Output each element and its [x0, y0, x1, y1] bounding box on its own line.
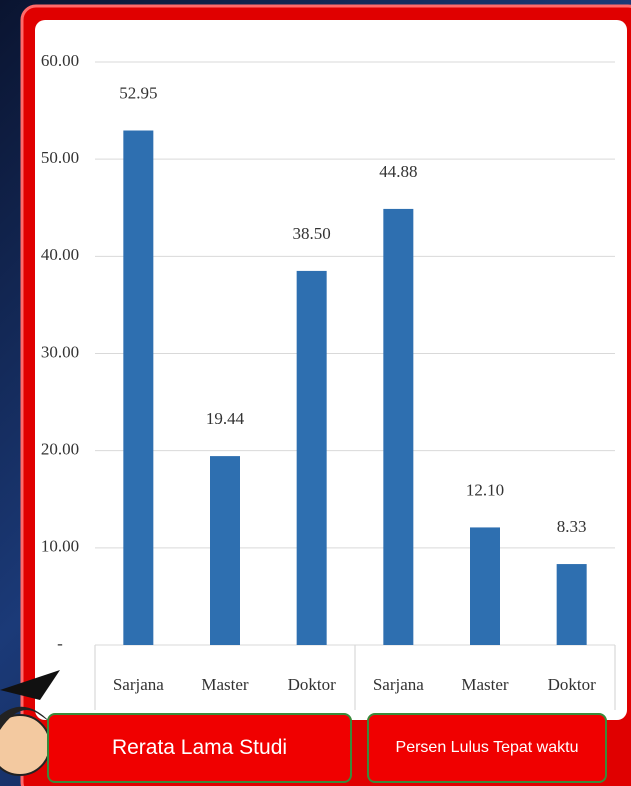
- data-label: 8.33: [557, 517, 587, 536]
- bar: [210, 456, 240, 645]
- x-tick-label: Doktor: [548, 675, 597, 694]
- bar: [296, 270, 327, 645]
- x-tick-label: Master: [201, 675, 249, 694]
- y-tick-label: 20.00: [41, 440, 79, 459]
- y-tick-label: 60.00: [41, 51, 79, 70]
- y-tick-label: 10.00: [41, 537, 79, 556]
- bar: [383, 208, 414, 645]
- data-label: 52.95: [119, 83, 157, 102]
- bar: [556, 564, 587, 645]
- y-tick-label: -: [57, 634, 63, 653]
- x-tick-label: Sarjana: [113, 675, 164, 694]
- data-label: 19.44: [206, 409, 245, 428]
- bar: [123, 130, 154, 645]
- x-tick-label: Sarjana: [373, 675, 424, 694]
- group-label: Persen Lulus Tepat waktu: [367, 713, 607, 783]
- y-tick-label: 30.00: [41, 342, 79, 361]
- data-label: 44.88: [379, 162, 417, 181]
- x-tick-label: Doktor: [288, 675, 337, 694]
- data-label: 38.50: [293, 224, 331, 243]
- x-tick-label: Master: [461, 675, 509, 694]
- bar: [470, 527, 500, 645]
- y-tick-label: 40.00: [41, 245, 79, 264]
- group-label: Rerata Lama Studi: [47, 713, 352, 783]
- y-tick-label: 50.00: [41, 148, 79, 167]
- data-label: 12.10: [466, 480, 504, 499]
